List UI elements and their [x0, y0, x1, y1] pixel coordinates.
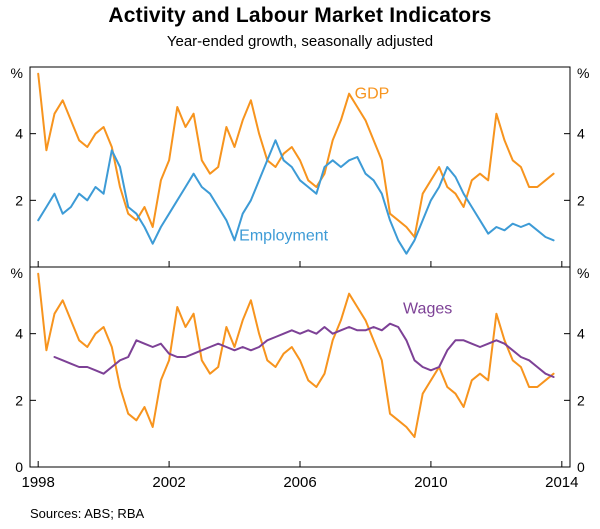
x-tick-label: 2006 — [283, 474, 316, 491]
x-tick-label: 2014 — [545, 474, 578, 491]
y-tick-label: 4 — [577, 126, 585, 142]
x-tick-label: 2002 — [152, 474, 185, 491]
y-unit-label: % — [577, 65, 589, 81]
y-tick-label: 2 — [577, 392, 585, 408]
x-tick-label: 1998 — [21, 474, 54, 491]
chart-sources: Sources: ABS; RBA — [30, 506, 145, 521]
y-tick-label: 4 — [15, 326, 23, 342]
chart-title: Activity and Labour Market Indicators — [108, 4, 492, 27]
y-tick-label: 2 — [577, 192, 585, 208]
y-unit-label: % — [11, 265, 23, 281]
series-label-gdp: GDP — [355, 86, 390, 103]
series-line-employment — [37, 139, 555, 255]
y-tick-label: 2 — [15, 192, 23, 208]
series-line-wages — [53, 322, 555, 378]
y-unit-label: % — [11, 65, 23, 81]
y-tick-label: 0 — [15, 459, 23, 475]
series-label-employment: Employment — [239, 227, 328, 244]
series-line-gdp — [37, 272, 555, 438]
chart-subtitle: Year-ended growth, seasonally adjusted — [166, 33, 434, 50]
y-tick-label: 4 — [577, 326, 585, 342]
y-tick-label: 4 — [15, 126, 23, 142]
y-tick-label: 0 — [577, 459, 585, 475]
series-line-gdp — [37, 72, 555, 238]
series-label-wages: Wages — [403, 301, 452, 318]
x-tick-label: 2010 — [414, 474, 447, 491]
y-unit-label: % — [577, 265, 589, 281]
chart-svg: 2 2 4 4% % GDP Employment 0 0 2 2 4 4% % Wages 1998 2002… — [11, 65, 590, 491]
y-tick-label: 2 — [15, 392, 23, 408]
